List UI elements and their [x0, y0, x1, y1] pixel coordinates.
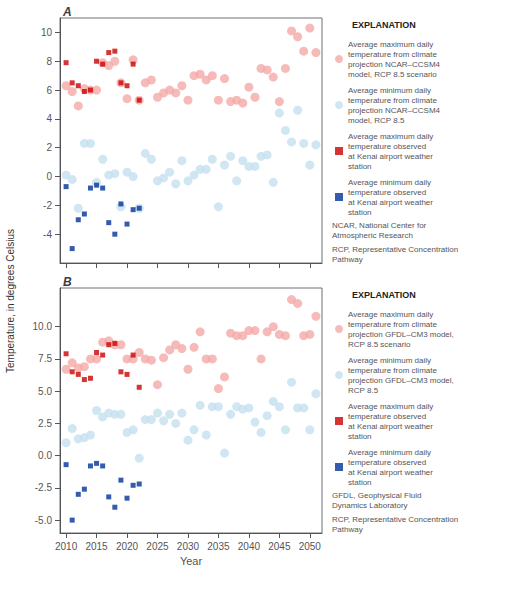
svg-text:at Kenai airport weather: at Kenai airport weather — [348, 198, 433, 207]
svg-text:2.5: 2.5 — [38, 418, 52, 429]
svg-text:Average maximum daily: Average maximum daily — [348, 40, 433, 49]
svg-text:station: station — [348, 478, 372, 487]
svg-text:0.0: 0.0 — [38, 450, 52, 461]
svg-text:projection GFDL–CM3 model,: projection GFDL–CM3 model, — [348, 376, 454, 385]
svg-text:-4: -4 — [43, 229, 52, 240]
svg-text:RCP 8.5 scenario: RCP 8.5 scenario — [348, 340, 411, 349]
svg-text:10: 10 — [41, 27, 53, 38]
svg-text:model, RCP 8.5: model, RCP 8.5 — [348, 116, 405, 125]
svg-text:8: 8 — [46, 56, 52, 67]
svg-text:at Kenai airport weather: at Kenai airport weather — [348, 152, 433, 161]
svg-text:Average minimum daily: Average minimum daily — [348, 178, 431, 187]
svg-text:temperature observed: temperature observed — [348, 188, 426, 197]
svg-text:B: B — [63, 275, 72, 289]
svg-text:EXPLANATION: EXPLANATION — [352, 290, 416, 300]
svg-text:at Kenai airport weather: at Kenai airport weather — [348, 468, 433, 477]
svg-text:0: 0 — [46, 171, 52, 182]
svg-text:temperature observed: temperature observed — [348, 412, 426, 421]
svg-text:-2: -2 — [43, 200, 52, 211]
svg-text:2020: 2020 — [116, 541, 139, 552]
svg-text:temperature from climate: temperature from climate — [348, 320, 437, 329]
svg-text:projection NCAR–CCSM4: projection NCAR–CCSM4 — [348, 60, 441, 69]
svg-text:7.5: 7.5 — [38, 353, 52, 364]
svg-text:Average minimum daily: Average minimum daily — [348, 448, 431, 457]
svg-text:RCP, Representative Concentrat: RCP, Representative Concentration — [332, 245, 458, 254]
svg-text:Temperature, in degrees Celsiu: Temperature, in degrees Celsius — [5, 229, 16, 373]
svg-text:5.0: 5.0 — [38, 386, 52, 397]
svg-text:RCP, Representative Concentrat: RCP, Representative Concentration — [332, 515, 458, 524]
svg-text:at Kenai airport weather: at Kenai airport weather — [348, 422, 433, 431]
svg-text:Average minimum daily: Average minimum daily — [348, 86, 431, 95]
svg-text:Average maximum daily: Average maximum daily — [348, 310, 433, 319]
svg-text:projection NCAR–CCSM4: projection NCAR–CCSM4 — [348, 106, 441, 115]
svg-text:2010: 2010 — [55, 541, 78, 552]
svg-text:Dynamics Laboratory: Dynamics Laboratory — [332, 501, 408, 510]
svg-text:Average maximum daily: Average maximum daily — [348, 402, 433, 411]
svg-text:temperature from climate: temperature from climate — [348, 366, 437, 375]
svg-text:RCP 8.5: RCP 8.5 — [348, 386, 379, 395]
svg-text:Pathway: Pathway — [332, 255, 363, 264]
svg-text:2: 2 — [46, 142, 52, 153]
svg-text:model, RCP 8.5 scenario: model, RCP 8.5 scenario — [348, 70, 437, 79]
svg-text:2015: 2015 — [85, 541, 108, 552]
svg-text:temperature observed: temperature observed — [348, 458, 426, 467]
svg-text:GFDL, Geophysical Fluid: GFDL, Geophysical Fluid — [332, 491, 421, 500]
svg-text:NCAR, National Center for: NCAR, National Center for — [332, 221, 427, 230]
svg-text:EXPLANATION: EXPLANATION — [352, 20, 416, 30]
svg-text:2030: 2030 — [177, 541, 200, 552]
svg-text:10.0: 10.0 — [33, 321, 53, 332]
svg-text:2035: 2035 — [207, 541, 230, 552]
svg-text:station: station — [348, 432, 372, 441]
svg-text:temperature observed: temperature observed — [348, 142, 426, 151]
svg-text:-2.5: -2.5 — [35, 482, 53, 493]
svg-text:6: 6 — [46, 85, 52, 96]
svg-text:Year: Year — [180, 555, 203, 567]
svg-text:temperature from climate: temperature from climate — [348, 50, 437, 59]
svg-text:Pathway: Pathway — [332, 525, 363, 534]
svg-text:-5.0: -5.0 — [35, 515, 53, 526]
svg-text:2045: 2045 — [268, 541, 291, 552]
svg-text:4: 4 — [46, 113, 52, 124]
svg-text:Average maximum daily: Average maximum daily — [348, 132, 433, 141]
svg-text:2025: 2025 — [146, 541, 169, 552]
svg-text:Atmospheric Research: Atmospheric Research — [332, 231, 413, 240]
svg-text:temperature from climate: temperature from climate — [348, 96, 437, 105]
svg-text:station: station — [348, 208, 372, 217]
svg-text:2050: 2050 — [299, 541, 322, 552]
svg-text:2040: 2040 — [238, 541, 261, 552]
svg-text:A: A — [62, 5, 72, 19]
svg-text:station: station — [348, 162, 372, 171]
svg-text:projection GFDL–CM3 model,: projection GFDL–CM3 model, — [348, 330, 454, 339]
svg-text:Average minimum daily: Average minimum daily — [348, 356, 431, 365]
